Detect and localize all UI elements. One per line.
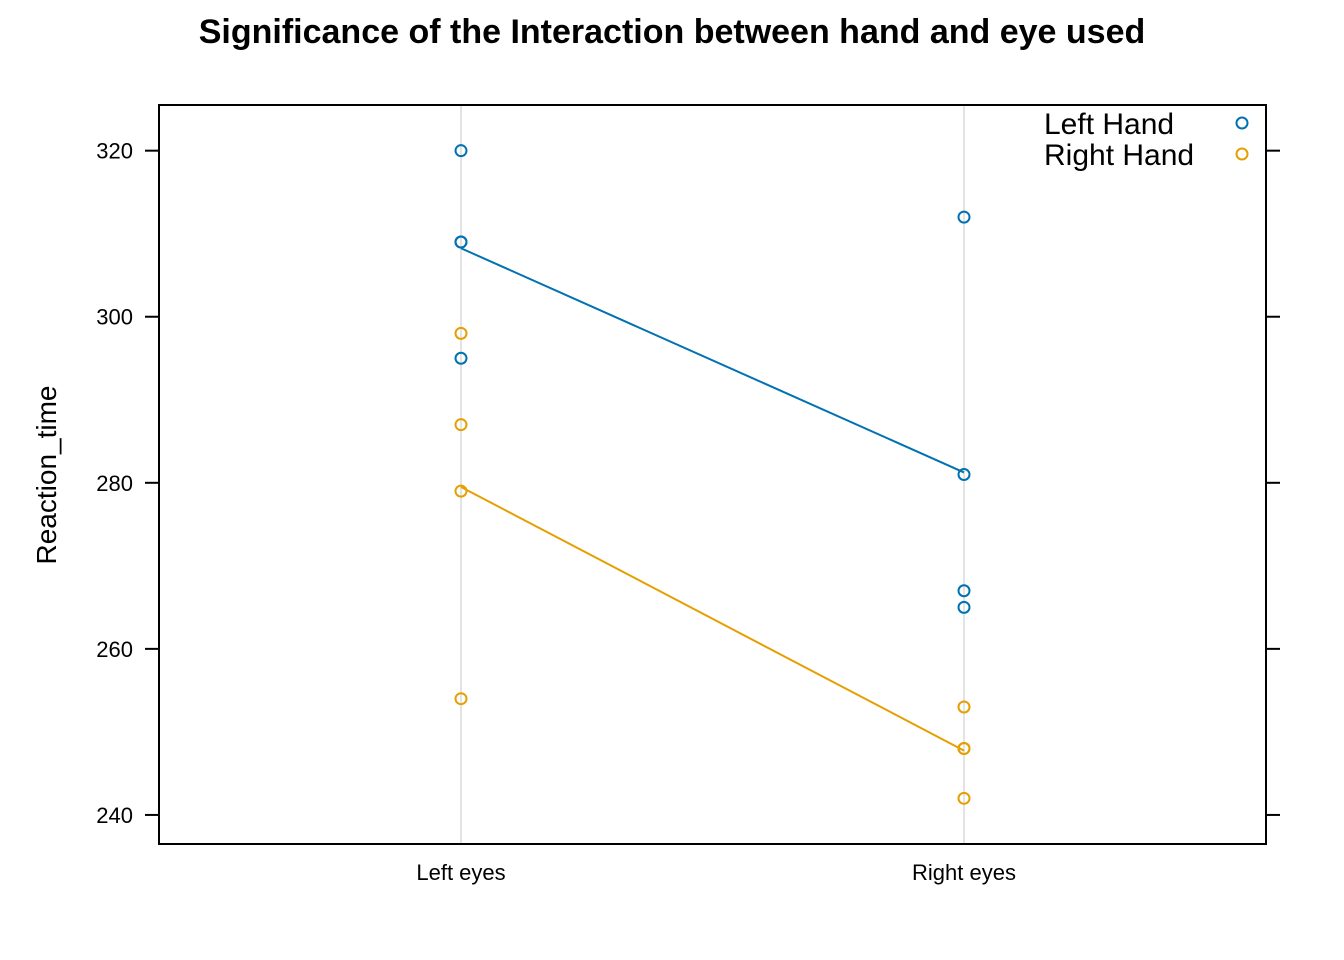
y-axis-label: Reaction_time <box>31 386 62 565</box>
mean-line <box>460 486 965 752</box>
legend-marker <box>1235 116 1249 130</box>
data-point <box>957 210 971 224</box>
data-point <box>454 326 468 340</box>
axes: 240 260 280 300 320 Left eyes Right eyes <box>96 139 1280 885</box>
data-point <box>957 791 971 805</box>
y-tick-label: 320 <box>96 139 133 164</box>
data-point <box>454 692 468 706</box>
data-points <box>454 144 971 805</box>
y-tick-label: 240 <box>96 803 133 828</box>
data-point <box>957 468 971 481</box>
data-point <box>454 418 468 432</box>
legend-label: Right Hand <box>1044 139 1194 172</box>
mean-lines <box>460 247 965 752</box>
x-tick-label: Left eyes <box>416 860 505 885</box>
grid-layer <box>460 105 965 844</box>
data-point <box>957 700 971 714</box>
legend-label: Left Hand <box>1044 108 1174 141</box>
chart-title: Significance of the Interaction between … <box>199 13 1146 51</box>
y-tick-label: 280 <box>96 471 133 496</box>
plot-frame <box>158 104 1267 845</box>
legend-marker <box>1235 147 1249 161</box>
x-tick-label: Right eyes <box>912 860 1016 885</box>
y-tick-label: 260 <box>96 637 133 662</box>
data-point <box>454 235 468 249</box>
data-point <box>454 144 468 158</box>
data-point <box>957 742 971 756</box>
data-point <box>957 584 971 598</box>
y-tick-label: 300 <box>96 305 133 330</box>
mean-line <box>460 247 965 474</box>
data-point <box>454 351 468 365</box>
data-point <box>454 484 468 498</box>
data-point <box>957 600 971 614</box>
